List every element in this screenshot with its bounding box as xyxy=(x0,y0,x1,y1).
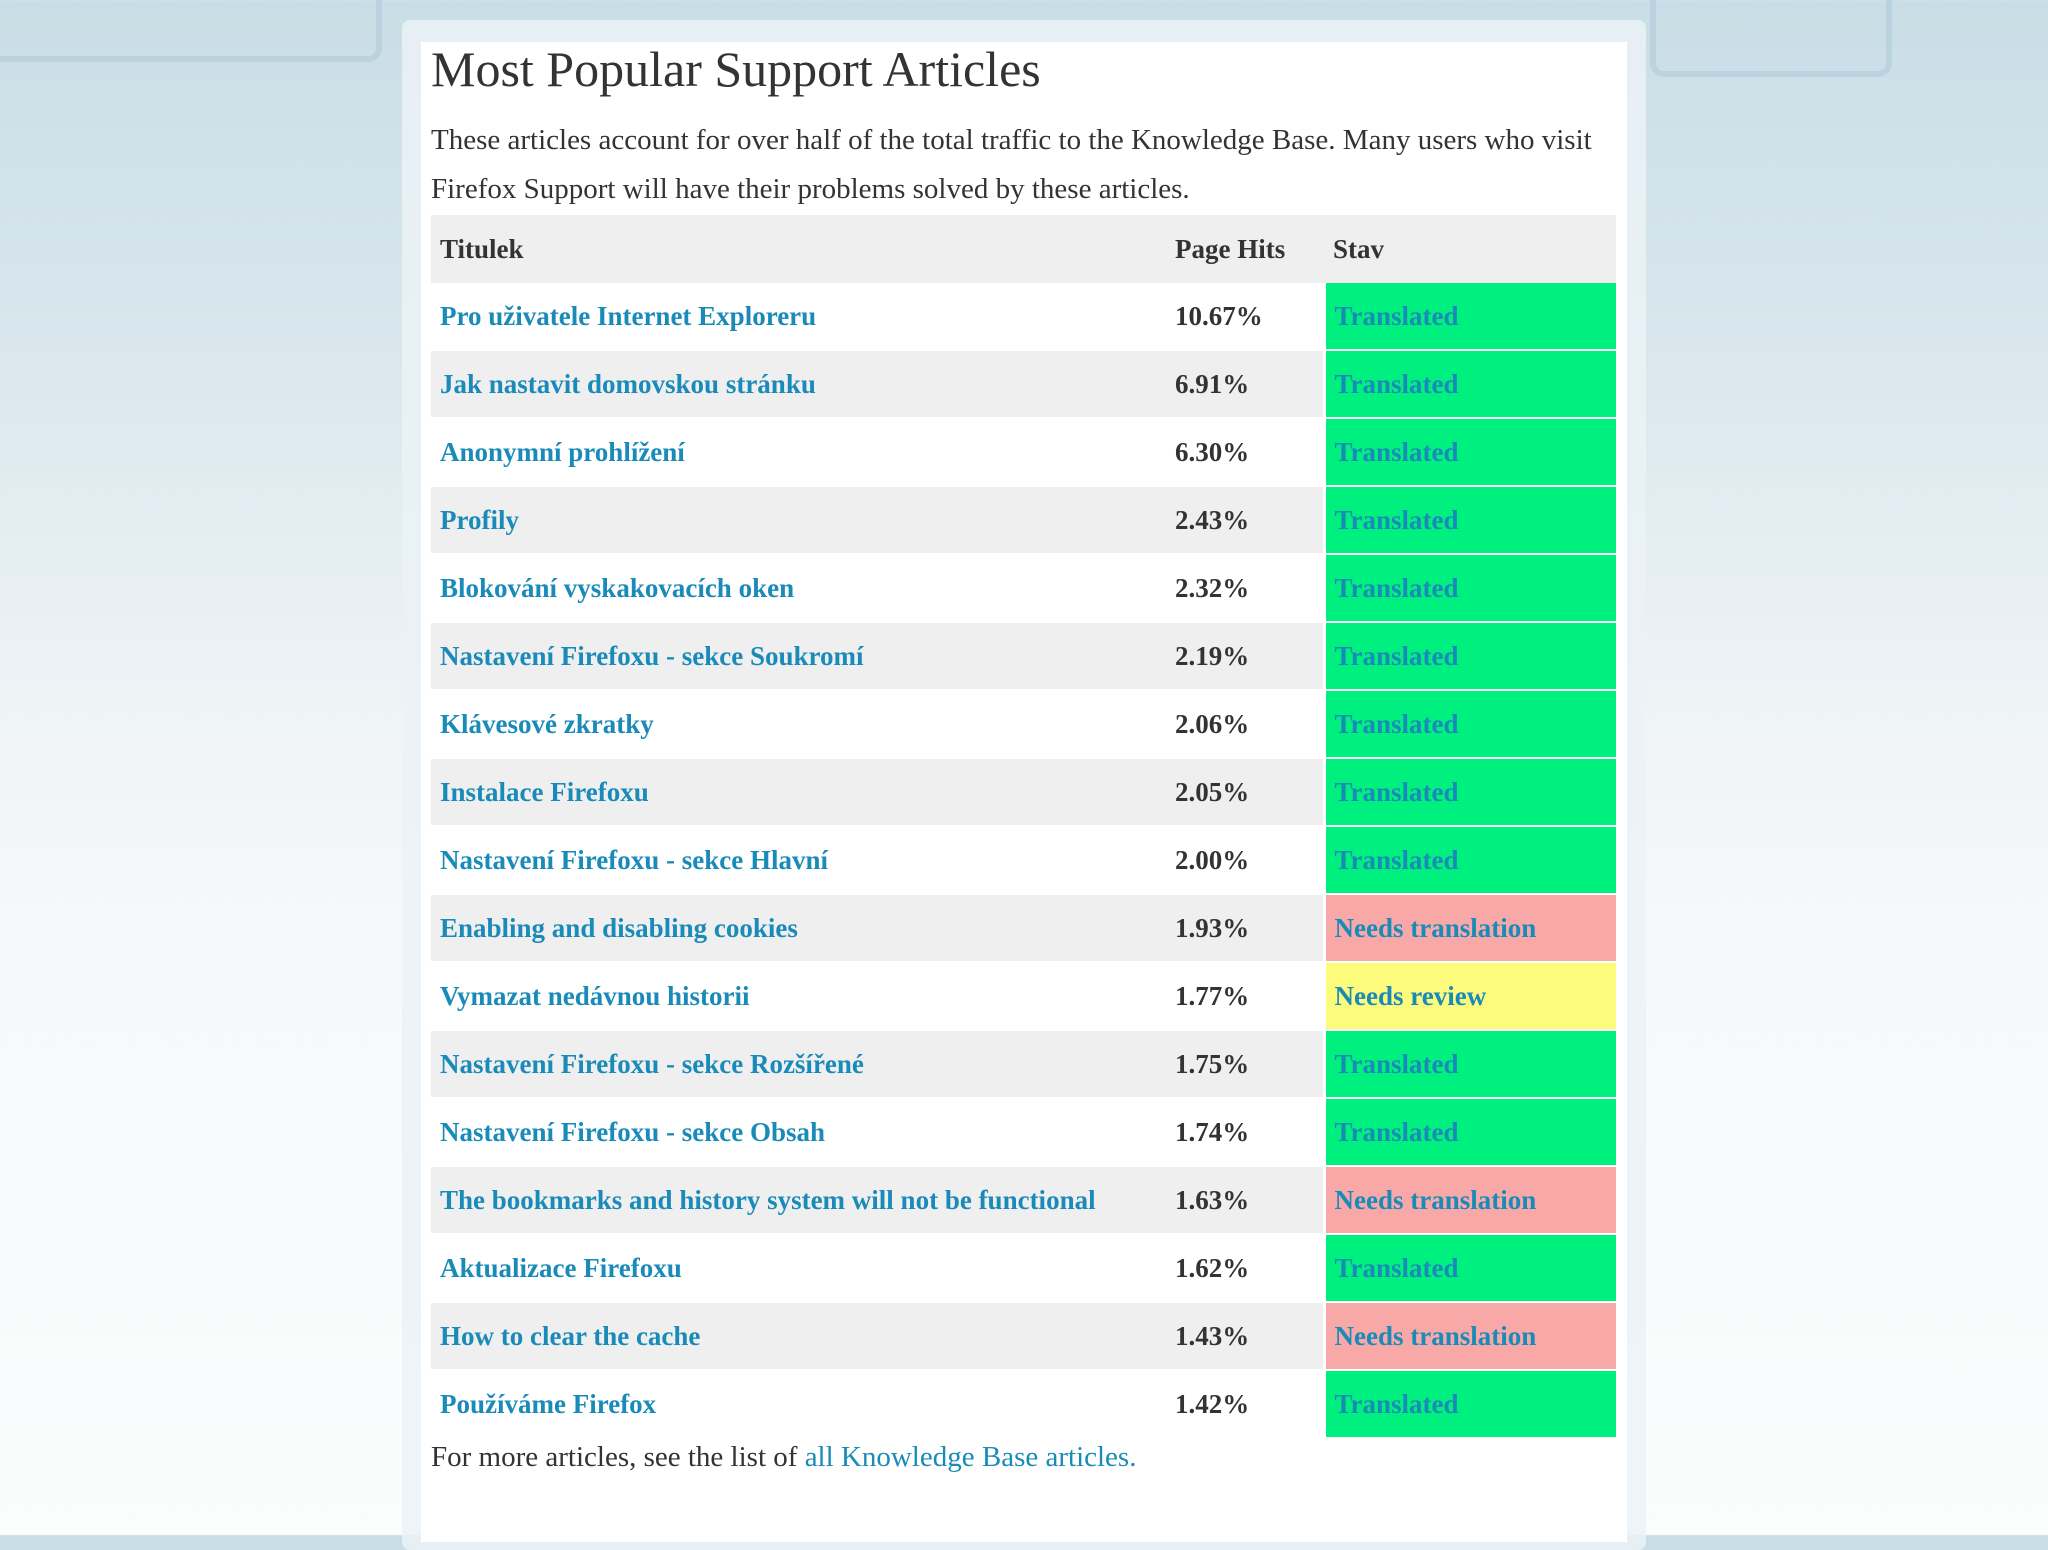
status-badge: Translated xyxy=(1322,283,1616,351)
page-hits: 2.06% xyxy=(1166,690,1324,759)
table-row: Instalace Firefoxu 2.05% Translated xyxy=(431,758,1616,827)
article-title-cell: Jak nastavit domovskou stránku xyxy=(431,350,1166,419)
page-title: Most Popular Support Articles xyxy=(431,41,1041,97)
article-title-cell: Nastavení Firefoxu - sekce Soukromí xyxy=(431,622,1166,691)
status-badge: Translated xyxy=(1322,1370,1616,1439)
article-link[interactable]: Jak nastavit domovskou stránku xyxy=(440,368,816,399)
article-link[interactable]: Anonymní prohlížení xyxy=(440,436,685,467)
status-badge: Needs translation xyxy=(1322,894,1616,963)
table-row: Enabling and disabling cookies 1.93% Nee… xyxy=(431,894,1616,963)
status-badge: Translated xyxy=(1322,554,1616,623)
table-row: The bookmarks and history system will no… xyxy=(431,1166,1616,1235)
status-badge: Translated xyxy=(1322,350,1616,419)
table-row: Blokování vyskakovacích oken 2.32% Trans… xyxy=(431,554,1616,623)
article-link[interactable]: Nastavení Firefoxu - sekce Hlavní xyxy=(440,844,828,875)
article-title-cell: Anonymní prohlížení xyxy=(431,418,1166,487)
table-row: Klávesové zkratky 2.06% Translated xyxy=(431,690,1616,759)
table-row: Nastavení Firefoxu - sekce Soukromí 2.19… xyxy=(431,622,1616,691)
article-link[interactable]: Klávesové zkratky xyxy=(440,708,654,739)
status-badge: Translated xyxy=(1322,622,1616,691)
article-link[interactable]: Aktualizace Firefoxu xyxy=(440,1252,682,1283)
page-hits: 1.77% xyxy=(1166,962,1324,1031)
table-row: Nastavení Firefoxu - sekce Rozšířené 1.7… xyxy=(431,1030,1616,1099)
article-title-cell: Používáme Firefox xyxy=(431,1370,1166,1439)
footer-label: For more articles, see the list of xyxy=(431,1441,805,1473)
page-hits: 1.74% xyxy=(1166,1098,1324,1167)
page-hits: 1.63% xyxy=(1166,1166,1324,1235)
page-hits: 2.05% xyxy=(1166,758,1324,827)
article-link[interactable]: Blokování vyskakovacích oken xyxy=(440,572,795,603)
article-link[interactable]: Pro uživatele Internet Exploreru xyxy=(440,300,817,331)
background-decoration xyxy=(0,0,382,62)
status-badge: Needs translation xyxy=(1322,1166,1616,1235)
table-row: Vymazat nedávnou historii 1.77% Needs re… xyxy=(431,962,1616,1031)
article-title-cell: Klávesové zkratky xyxy=(431,690,1166,759)
column-header-hits: Page Hits xyxy=(1166,215,1324,283)
status-badge: Translated xyxy=(1322,758,1616,827)
article-title-cell: Instalace Firefoxu xyxy=(431,758,1166,827)
table-row: Jak nastavit domovskou stránku 6.91% Tra… xyxy=(431,350,1616,419)
status-badge: Translated xyxy=(1322,1030,1616,1099)
article-title-cell: Enabling and disabling cookies xyxy=(431,894,1166,963)
table-row: Profily 2.43% Translated xyxy=(431,486,1616,555)
article-link[interactable]: The bookmarks and history system will no… xyxy=(440,1184,1096,1215)
status-badge: Translated xyxy=(1322,418,1616,487)
column-header-title: Titulek xyxy=(431,215,1166,283)
background-decoration xyxy=(1650,0,1892,77)
article-title-cell: Aktualizace Firefoxu xyxy=(431,1234,1166,1303)
status-badge: Translated xyxy=(1322,690,1616,759)
page-hits: 2.19% xyxy=(1166,622,1324,691)
status-badge: Needs translation xyxy=(1322,1302,1616,1371)
table-row: Anonymní prohlížení 6.30% Translated xyxy=(431,418,1616,487)
articles-table: Titulek Page Hits Stav Pro uživatele Int… xyxy=(431,215,1616,1439)
page-hits: 1.75% xyxy=(1166,1030,1324,1099)
page-hits: 2.43% xyxy=(1166,486,1324,555)
article-link[interactable]: Nastavení Firefoxu - sekce Rozšířené xyxy=(440,1048,864,1079)
table-row: How to clear the cache 1.43% Needs trans… xyxy=(431,1302,1616,1371)
status-badge: Needs review xyxy=(1322,962,1616,1031)
article-link[interactable]: How to clear the cache xyxy=(440,1320,701,1351)
page-hits: 10.67% xyxy=(1166,283,1324,351)
article-title-cell: Nastavení Firefoxu - sekce Hlavní xyxy=(431,826,1166,895)
intro-text: These articles account for over half of … xyxy=(431,124,1592,205)
article-link[interactable]: Vymazat nedávnou historii xyxy=(440,980,750,1011)
page-hits: 1.43% xyxy=(1166,1302,1324,1371)
article-title-cell: Blokování vyskakovacích oken xyxy=(431,554,1166,623)
article-title-cell: Vymazat nedávnou historii xyxy=(431,962,1166,1031)
article-link[interactable]: Profily xyxy=(440,504,519,535)
status-badge: Translated xyxy=(1322,1098,1616,1167)
footer-text: For more articles, see the list of all K… xyxy=(431,1441,1136,1474)
article-title-cell: Nastavení Firefoxu - sekce Obsah xyxy=(431,1098,1166,1167)
page-hits: 1.93% xyxy=(1166,894,1324,963)
article-title-cell: Nastavení Firefoxu - sekce Rozšířené xyxy=(431,1030,1166,1099)
table-header: Titulek Page Hits Stav xyxy=(431,215,1616,283)
table-row: Aktualizace Firefoxu 1.62% Translated xyxy=(431,1234,1616,1303)
page-hits: 1.62% xyxy=(1166,1234,1324,1303)
article-link[interactable]: Instalace Firefoxu xyxy=(440,776,649,807)
page-hits: 6.91% xyxy=(1166,350,1324,419)
article-title-cell: Pro uživatele Internet Exploreru xyxy=(431,283,1166,351)
page-hits: 2.00% xyxy=(1166,826,1324,895)
page-hits: 1.42% xyxy=(1166,1370,1324,1439)
all-articles-link[interactable]: all Knowledge Base articles. xyxy=(804,1441,1137,1473)
article-title-cell: The bookmarks and history system will no… xyxy=(431,1166,1166,1235)
status-badge: Translated xyxy=(1322,486,1616,555)
article-link[interactable]: Nastavení Firefoxu - sekce Soukromí xyxy=(440,640,864,671)
page-hits: 2.32% xyxy=(1166,554,1324,623)
article-title-cell: Profily xyxy=(431,486,1166,555)
status-badge: Translated xyxy=(1322,1234,1616,1303)
table-row: Používáme Firefox 1.42% Translated xyxy=(431,1370,1616,1439)
article-title-cell: How to clear the cache xyxy=(431,1302,1166,1371)
table-row: Nastavení Firefoxu - sekce Hlavní 2.00% … xyxy=(431,826,1616,895)
column-header-status: Stav xyxy=(1324,215,1616,283)
status-badge: Translated xyxy=(1322,826,1616,895)
page-hits: 6.30% xyxy=(1166,418,1324,487)
table-row: Pro uživatele Internet Exploreru 10.67% … xyxy=(431,283,1616,351)
article-link[interactable]: Nastavení Firefoxu - sekce Obsah xyxy=(440,1116,825,1147)
article-link[interactable]: Enabling and disabling cookies xyxy=(440,912,798,943)
table-row: Nastavení Firefoxu - sekce Obsah 1.74% T… xyxy=(431,1098,1616,1167)
article-link[interactable]: Používáme Firefox xyxy=(440,1388,657,1419)
